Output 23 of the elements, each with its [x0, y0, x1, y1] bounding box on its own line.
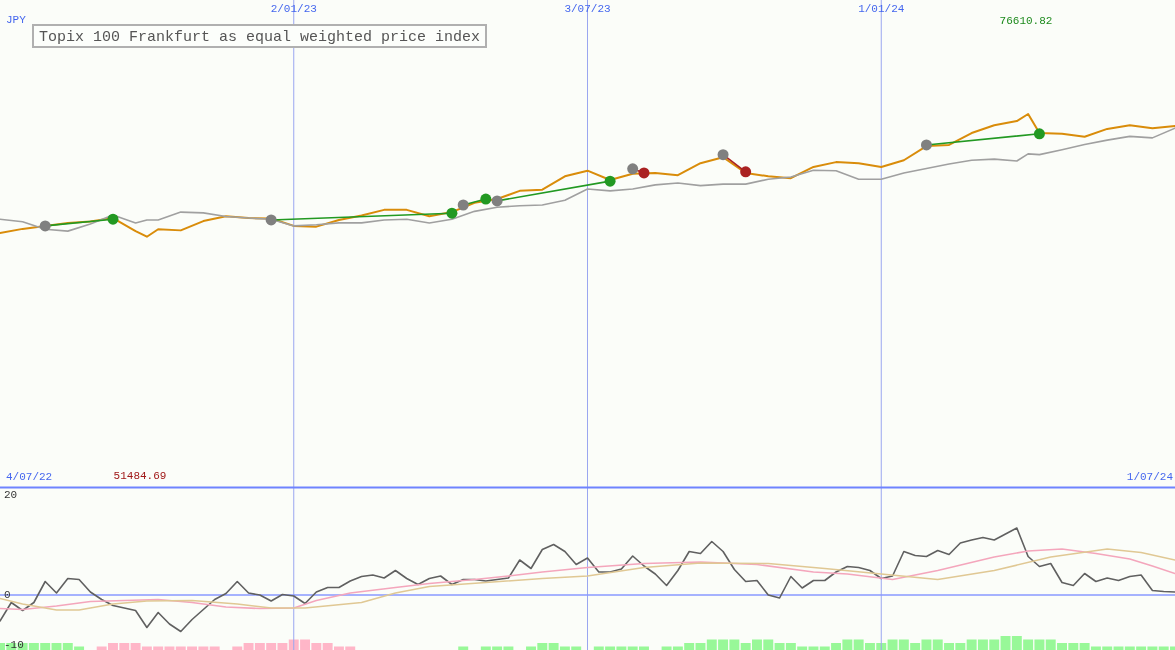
- x-tick-label: 2/01/23: [270, 3, 317, 15]
- y-tick-label: 20: [4, 488, 18, 501]
- bar: [695, 643, 706, 650]
- annotation: 51484.69: [113, 470, 167, 482]
- y-tick-label: -10: [4, 638, 24, 650]
- x-tick-label: 3/07/23: [564, 3, 611, 15]
- annotation: 4/07/22: [6, 471, 53, 483]
- point: [480, 193, 492, 205]
- y-tick-label: 0: [4, 588, 11, 601]
- point: [107, 213, 119, 225]
- bar: [51, 643, 62, 650]
- point: [446, 207, 458, 219]
- line-series: [0, 527, 1175, 633]
- annotation: 1/07/24: [1126, 471, 1174, 483]
- point: [1033, 128, 1045, 140]
- line-series: [0, 548, 1175, 611]
- chart-title: Topix 100 Frankfurt as equal weighted price index: [39, 29, 481, 46]
- y-axis-title: JPY: [6, 14, 27, 26]
- point: [740, 166, 752, 178]
- text: 76610.82: [999, 15, 1053, 27]
- point: [638, 167, 650, 179]
- point: [604, 175, 616, 187]
- x-tick-label: 1/01/24: [858, 3, 905, 15]
